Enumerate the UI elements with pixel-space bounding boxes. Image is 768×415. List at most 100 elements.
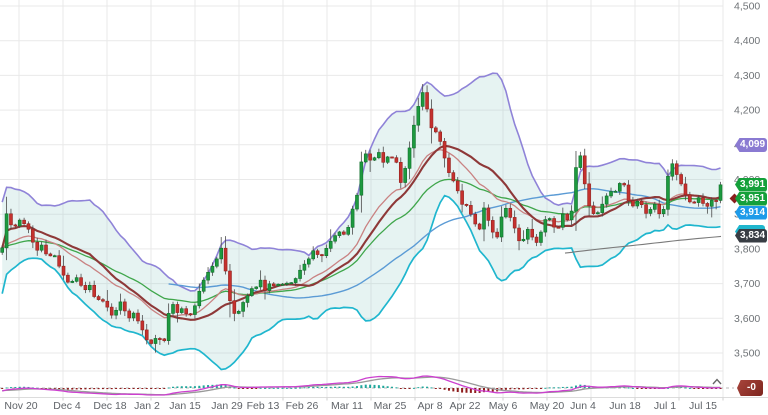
macd-histogram-bar (509, 388, 512, 390)
macd-histogram-bar (399, 388, 402, 389)
y-axis-label: 3,600 (734, 313, 760, 325)
x-axis-label: May 6 (489, 400, 518, 412)
price-badge-ma-blue: 3,914 (735, 205, 767, 220)
macd-histogram-bar (207, 385, 210, 388)
candle-body (622, 183, 626, 186)
price-badge-ma-long: 3,834 (735, 228, 767, 243)
bollinger-fill (2, 73, 721, 370)
x-axis[interactable]: Nov 20 Dec 4 Dec 18 Jan 2 Jan 15 Jan 29 Feb 13… (4, 400, 717, 412)
macd-histogram-bar (649, 388, 652, 389)
candle-body (596, 212, 600, 215)
macd-histogram-bar (97, 388, 100, 390)
macd-histogram-bar (312, 386, 315, 388)
macd-histogram-bar (408, 388, 411, 389)
macd-histogram-bar (645, 388, 648, 389)
candle-body (425, 92, 429, 110)
candle-body (44, 244, 48, 255)
macd-histogram-bar (404, 388, 407, 389)
x-axis-label: Jun 18 (609, 400, 641, 412)
candle-body (407, 147, 412, 169)
candle-body (355, 194, 359, 210)
candle-body (653, 203, 657, 210)
macd-histogram-bar (623, 387, 626, 389)
x-axis-label: Nov 20 (4, 400, 37, 412)
macd-histogram-bar (23, 386, 26, 388)
candle-body (696, 197, 701, 203)
candle-body (521, 238, 526, 242)
candle-body (245, 295, 250, 303)
candle-body (197, 290, 202, 307)
candle-body (271, 283, 276, 287)
candle-body (206, 271, 210, 281)
candle-body (525, 228, 530, 240)
macd-histogram-bar (434, 388, 437, 389)
macd-histogram-bar (123, 388, 126, 389)
candle-body (561, 213, 565, 228)
candle-body (661, 209, 666, 215)
candle-body (289, 282, 294, 285)
macd-histogram-bar (382, 385, 385, 388)
candle-body (263, 279, 267, 291)
macd-histogram-bar (233, 387, 236, 389)
macd-histogram-bar (250, 388, 253, 389)
macd-histogram-bar (88, 388, 91, 390)
macd-histogram-bar (513, 388, 516, 390)
macd-histogram-bar (272, 387, 275, 389)
macd-histogram-bar (307, 387, 310, 389)
macd-histogram-bar (299, 387, 302, 389)
macd-histogram-bar (491, 388, 494, 392)
macd-histogram-bar (640, 388, 643, 389)
y-axis-label: 3,500 (734, 348, 760, 360)
candle-body (92, 284, 96, 297)
macd-histogram-bar (49, 388, 52, 389)
macd-histogram-bar (518, 388, 521, 390)
candle-body (114, 309, 118, 316)
candle-body (390, 156, 394, 159)
macd-histogram-bar (566, 386, 569, 388)
macd-histogram-bar (93, 388, 96, 390)
candle-body (688, 194, 692, 203)
candle-body (464, 204, 469, 206)
candle-body (552, 218, 556, 228)
candle-body (442, 141, 447, 159)
candle-body (600, 203, 605, 213)
candle-body (101, 299, 105, 302)
macd-histogram-bar (172, 386, 175, 388)
macd-histogram-bar (290, 387, 293, 389)
indicator-collapse-chevron[interactable] (710, 377, 724, 386)
macd-histogram-bar (281, 387, 284, 389)
candle-body (118, 301, 123, 311)
macd-histogram-bar (504, 388, 507, 390)
candle-body (232, 300, 237, 314)
macd-histogram-bar (636, 388, 639, 389)
macd-histogram-bar (285, 387, 288, 389)
macd-histogram-bar (132, 388, 135, 389)
macd-histogram-bar (693, 388, 696, 389)
x-axis-label: Jan 15 (169, 400, 201, 412)
candle-body (276, 283, 280, 287)
candle-body (490, 220, 495, 233)
macd-histogram-bar (334, 386, 337, 388)
candle-body (328, 240, 333, 249)
macd-histogram-bar (145, 388, 148, 389)
macd-histogram-bar (110, 388, 113, 390)
macd-histogram-bar (351, 386, 354, 388)
macd-histogram-bar (369, 384, 372, 388)
macd-histogram-bar (342, 386, 345, 388)
macd-histogram-bar (224, 385, 227, 388)
macd-histogram-bar (119, 388, 122, 389)
candle-body (131, 312, 136, 319)
candle-body (416, 106, 421, 126)
candle-body (298, 269, 302, 279)
candle-body (188, 313, 193, 316)
candle-body (455, 180, 460, 192)
candle-body (320, 254, 324, 257)
candle-body (285, 282, 289, 285)
candle-body (109, 306, 114, 316)
candle-body (617, 183, 622, 192)
candle-body (613, 190, 618, 193)
candle-body (359, 161, 364, 196)
candle-body (219, 247, 223, 260)
candle-body (153, 338, 158, 344)
